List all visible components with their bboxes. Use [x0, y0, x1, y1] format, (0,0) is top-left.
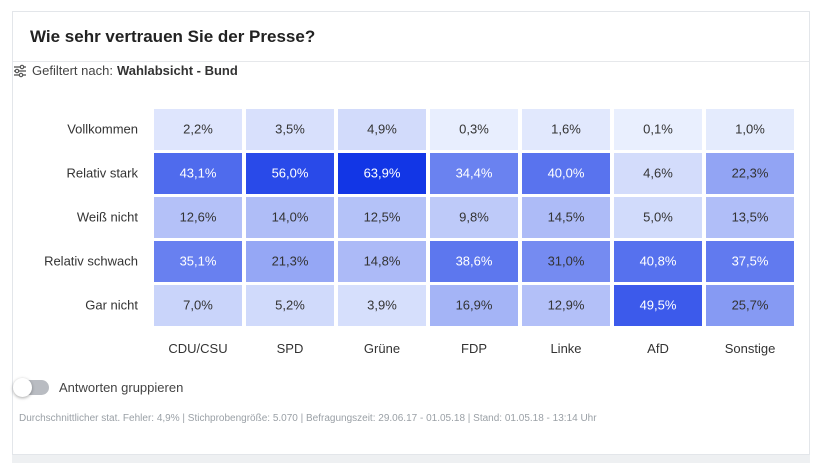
- group-answers-toggle[interactable]: [13, 378, 49, 397]
- heatmap-cell-label: 16,9%: [456, 298, 493, 313]
- heatmap-cell[interactable]: [430, 241, 518, 282]
- heatmap-cell[interactable]: [706, 153, 794, 194]
- heatmap-cell[interactable]: [338, 241, 426, 282]
- heatmap-cell[interactable]: [706, 109, 794, 150]
- heatmap-cell-label: 12,6%: [180, 210, 217, 225]
- heatmap-chart: Vollkommen Relativ stark Weiß nicht Relativ…: [44, 109, 794, 356]
- heatmap-cell-label: 3,5%: [275, 122, 305, 137]
- sliders-icon: [13, 64, 27, 78]
- row-label: Weiß nicht: [77, 210, 139, 225]
- filter-label: Gefiltert nach:: [32, 63, 113, 78]
- heatmap-cell-label: 49,5%: [640, 298, 677, 313]
- row-label: Relativ schwach: [44, 254, 138, 269]
- heatmap-cell-label: 35,1%: [180, 254, 217, 269]
- heatmap-cell[interactable]: [246, 109, 334, 150]
- heatmap-cell-label: 31,0%: [548, 254, 585, 269]
- heatmap-cell-label: 37,5%: [732, 254, 769, 269]
- column-label: Linke: [550, 341, 581, 356]
- row-label: Relativ stark: [66, 166, 138, 181]
- heatmap-cell[interactable]: [706, 197, 794, 238]
- heatmap-cell[interactable]: [338, 109, 426, 150]
- heatmap-cell-label: 56,0%: [272, 166, 309, 181]
- column-label: Sonstige: [725, 341, 776, 356]
- heatmap-cell-label: 22,3%: [732, 166, 769, 181]
- column-label: Grüne: [364, 341, 400, 356]
- column-label: SPD: [277, 341, 304, 356]
- heatmap-cell[interactable]: [154, 109, 242, 150]
- heatmap-cell-label: 9,8%: [459, 210, 489, 225]
- heatmap-cell[interactable]: [614, 153, 702, 194]
- column-label: FDP: [461, 341, 487, 356]
- heatmap-cell-label: 12,5%: [364, 210, 401, 225]
- heatmap-cell-label: 14,8%: [364, 254, 401, 269]
- heatmap-cell-label: 14,5%: [548, 210, 585, 225]
- heatmap-cell-label: 34,4%: [456, 166, 493, 181]
- heatmap-cell-label: 3,9%: [367, 298, 397, 313]
- column-label: AfD: [647, 341, 669, 356]
- heatmap-cell[interactable]: [706, 241, 794, 282]
- heatmap-cell[interactable]: [338, 153, 426, 194]
- heatmap-cell[interactable]: [338, 197, 426, 238]
- heatmap-cell[interactable]: [614, 197, 702, 238]
- heatmap-cell[interactable]: [522, 153, 610, 194]
- heatmap-cell-label: 13,5%: [732, 210, 769, 225]
- heatmap-cell[interactable]: [154, 153, 242, 194]
- heatmap-cell[interactable]: [430, 285, 518, 326]
- heatmap-cell[interactable]: [614, 285, 702, 326]
- heatmap-cell[interactable]: [246, 241, 334, 282]
- heatmap-cell-label: 21,3%: [272, 254, 309, 269]
- filter-info: Gefiltert nach: Wahlabsicht - Bund: [13, 63, 238, 78]
- toggle-label: Antworten gruppieren: [59, 380, 184, 395]
- survey-meta-footer: Durchschnittlicher stat. Fehler: 4,9% | …: [19, 413, 597, 424]
- heatmap-cell-label: 43,1%: [180, 166, 217, 181]
- group-answers-toggle-row: Antworten gruppieren: [13, 378, 184, 397]
- row-label: Vollkommen: [67, 122, 138, 137]
- heatmap-cell-label: 0,3%: [459, 122, 489, 137]
- heatmap-cell-label: 40,0%: [548, 166, 585, 181]
- filter-value[interactable]: Wahlabsicht - Bund: [116, 63, 238, 78]
- heatmap-cell-label: 1,6%: [551, 122, 581, 137]
- row-label: Gar nicht: [85, 298, 138, 313]
- heatmap-cell[interactable]: [430, 109, 518, 150]
- heatmap-cell-label: 7,0%: [183, 298, 213, 313]
- heatmap-cell-label: 1,0%: [735, 122, 765, 137]
- heatmap-cell[interactable]: [246, 153, 334, 194]
- heatmap-cell[interactable]: [430, 153, 518, 194]
- heatmap-cell-label: 25,7%: [732, 298, 769, 313]
- heatmap-cell[interactable]: [154, 285, 242, 326]
- heatmap-cell[interactable]: [430, 197, 518, 238]
- heatmap-cell-label: 5,2%: [275, 298, 305, 313]
- heatmap-cell[interactable]: [246, 197, 334, 238]
- heatmap-cell[interactable]: [522, 109, 610, 150]
- heatmap-cell[interactable]: [154, 241, 242, 282]
- heatmap-cell[interactable]: [522, 197, 610, 238]
- heatmap-cell-label: 0,1%: [643, 122, 673, 137]
- toggle-knob: [13, 378, 32, 397]
- heatmap-cell[interactable]: [246, 285, 334, 326]
- card-title: Wie sehr vertrauen Sie der Presse?: [30, 26, 316, 46]
- column-label: CDU/CSU: [168, 341, 227, 356]
- heatmap-cell-label: 5,0%: [643, 210, 673, 225]
- heatmap-cell[interactable]: [338, 285, 426, 326]
- heatmap-cell-label: 4,9%: [367, 122, 397, 137]
- heatmap-cell-label: 40,8%: [640, 254, 677, 269]
- heatmap-cell-label: 38,6%: [456, 254, 493, 269]
- heatmap-cell[interactable]: [522, 285, 610, 326]
- heatmap-cell[interactable]: [614, 241, 702, 282]
- heatmap-cell-label: 14,0%: [272, 210, 309, 225]
- heatmap-cell-label: 2,2%: [183, 122, 213, 137]
- heatmap-cell-label: 63,9%: [364, 166, 401, 181]
- card-bottom-strip: [12, 454, 810, 463]
- card-header: Wie sehr vertrauen Sie der Presse?: [13, 12, 809, 62]
- heatmap-cell[interactable]: [614, 109, 702, 150]
- heatmap-cell[interactable]: [522, 241, 610, 282]
- heatmap-cell-label: 12,9%: [548, 298, 585, 313]
- heatmap-cell-label: 4,6%: [643, 166, 673, 181]
- heatmap-cell[interactable]: [706, 285, 794, 326]
- heatmap-cell[interactable]: [154, 197, 242, 238]
